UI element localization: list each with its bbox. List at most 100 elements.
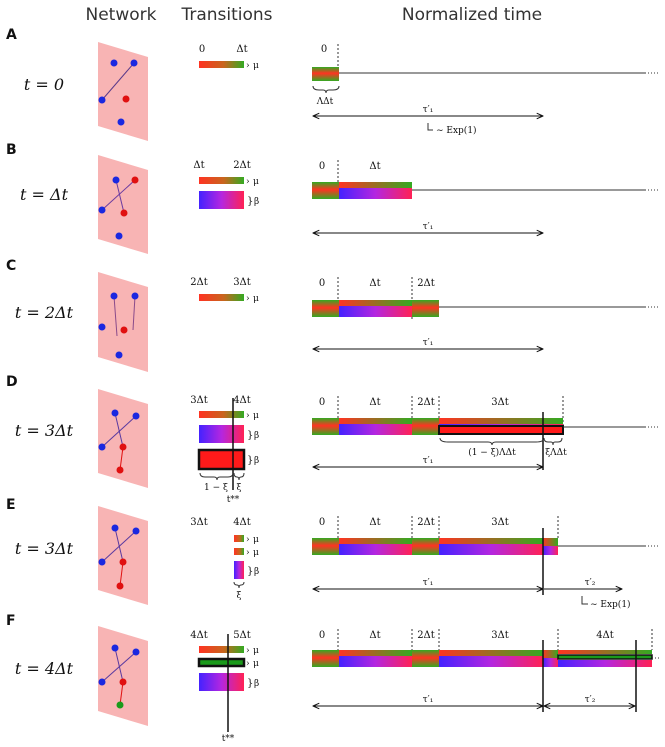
node-blue [98, 96, 106, 104]
row-e: E t = 3Δt 3Δt 4Δt › μ › μ } β ξ [6, 497, 658, 610]
timeline: 0 Δt 2Δt τ′₁ [312, 277, 658, 349]
svg-text:Δt: Δt [369, 517, 380, 528]
header-normalized-time: Normalized time [402, 5, 542, 25]
svg-text:τ′₁: τ′₁ [423, 695, 434, 705]
mu-bar [199, 61, 244, 68]
network-panel [98, 272, 148, 372]
svg-text:τ′₁: τ′₁ [423, 456, 434, 466]
node-blue [117, 118, 125, 126]
svg-text:2Δt: 2Δt [417, 397, 435, 408]
timeline: 0 ΛΔt τ′₁ ∼ Exp(1) [312, 44, 658, 136]
svg-text:2Δt: 2Δt [417, 630, 435, 641]
svg-text:4Δt: 4Δt [233, 517, 251, 528]
network-panel [98, 389, 148, 488]
svg-text:ξ: ξ [237, 591, 242, 601]
svg-text:3Δt: 3Δt [491, 630, 509, 641]
network-panel [98, 42, 148, 141]
svg-text:μ: μ [253, 659, 259, 669]
svg-text:0: 0 [319, 517, 325, 528]
svg-text:}: } [247, 430, 253, 441]
row-d: D t = 3Δt 3Δt 4Δt › μ } β } β [6, 374, 658, 505]
timeline: 0 Δt 2Δt 3Δt (1 − ξ)ΛΔt ξΛΔt τ′₁ [312, 396, 658, 470]
tstar-label: t** [227, 495, 240, 505]
mu-label: μ [253, 61, 259, 71]
row-a: A t = 0 0 Δt › μ 0 ΛΔt τ′₁ [6, 27, 658, 141]
beta-bar [199, 191, 244, 209]
transitions: 3Δt 4Δt › μ › μ } β ξ [190, 517, 259, 601]
exp-label: ∼ Exp(1) [436, 125, 477, 136]
new-beta-block [438, 425, 564, 435]
svg-text:2Δt: 2Δt [417, 517, 435, 528]
svg-text:ξΛΔt: ξΛΔt [545, 448, 567, 458]
svg-text:τ′₁: τ′₁ [423, 578, 434, 588]
svg-text:}: } [247, 566, 253, 577]
svg-text:Δt: Δt [369, 161, 380, 172]
svg-text:τ′₂: τ′₂ [585, 695, 596, 705]
time-label: t = 0 [24, 75, 64, 94]
time-label: t = 3Δt [15, 539, 74, 558]
new-mu-bar [197, 657, 246, 668]
svg-text:β: β [254, 456, 259, 466]
timeline: 0 Δt τ′₁ [312, 160, 658, 233]
svg-text:β: β [254, 567, 259, 577]
svg-text:›: › [246, 177, 250, 187]
transitions: Δt 2Δt › μ } β [193, 160, 259, 209]
svg-text:0: 0 [319, 161, 325, 172]
node-green [116, 701, 124, 709]
svg-text:3Δt: 3Δt [491, 397, 509, 408]
svg-text:3Δt: 3Δt [190, 395, 208, 406]
row-b: B t = Δt Δt 2Δt › μ } β 0 Δt [6, 142, 658, 254]
svg-text:›: › [246, 61, 250, 71]
svg-text:β: β [254, 679, 259, 689]
transitions: 4Δt 5Δt › μ › μ } β t** [190, 630, 259, 744]
svg-text:μ: μ [253, 548, 259, 558]
trans-tick: 0 [199, 44, 205, 55]
step-block [312, 67, 339, 81]
svg-text:4Δt: 4Δt [596, 630, 614, 641]
svg-text:›: › [246, 548, 250, 558]
svg-text:}: } [247, 455, 253, 466]
svg-text:0: 0 [319, 278, 325, 289]
svg-text:2Δt: 2Δt [190, 277, 208, 288]
transitions: 2Δt 3Δt › μ [190, 277, 259, 304]
svg-text:0: 0 [319, 397, 325, 408]
row-label: F [6, 613, 16, 629]
svg-text:4Δt: 4Δt [190, 630, 208, 641]
time-label: t = 4Δt [15, 659, 74, 678]
row-f: F t = 4Δt 4Δt 5Δt › μ › μ } β t** [6, 613, 660, 744]
row-label: A [6, 27, 17, 43]
svg-text:0: 0 [319, 630, 325, 641]
svg-text:}: } [247, 196, 253, 207]
network-panel [98, 626, 148, 726]
svg-text:μ: μ [253, 646, 259, 656]
row-label: B [6, 142, 17, 158]
svg-text:τ′₁: τ′₁ [423, 222, 434, 232]
row-c: C t = 2Δt 2Δt 3Δt › μ 0 Δt 2Δt [6, 258, 658, 372]
timeline: 0 Δt 2Δt 3Δt 4Δt τ′₁ [312, 629, 660, 712]
transitions: 3Δt 4Δt › μ } β } β 1 − ξ ξ t** [190, 395, 259, 505]
svg-text:2Δt: 2Δt [417, 278, 435, 289]
node-blue [130, 59, 138, 67]
svg-text:›: › [246, 294, 250, 304]
svg-text:5Δt: 5Δt [233, 630, 251, 641]
svg-text:Δt: Δt [193, 160, 204, 171]
svg-text:μ: μ [253, 535, 259, 545]
new-beta-bar [197, 448, 246, 471]
svg-text:Δt: Δt [369, 630, 380, 641]
svg-text:μ: μ [253, 411, 259, 421]
time-tick: 0 [321, 44, 327, 55]
tau-label: τ′₁ [423, 105, 434, 115]
svg-text:Δt: Δt [369, 397, 380, 408]
mu-bar [199, 177, 244, 184]
svg-text:2Δt: 2Δt [233, 160, 251, 171]
time-label: t = Δt [20, 185, 69, 204]
svg-text:τ′₁: τ′₁ [423, 338, 434, 348]
header-transitions: Transitions [180, 5, 272, 25]
svg-text:t**: t** [222, 734, 235, 744]
time-label: t = 3Δt [15, 421, 74, 440]
row-label: C [6, 258, 16, 274]
node-blue [110, 59, 118, 67]
timeline: 0 Δt 2Δt 3Δt τ′₁ τ′₂ ∼ Exp(1) [312, 516, 658, 610]
svg-text:Δt: Δt [369, 278, 380, 289]
row-label: D [6, 374, 18, 390]
